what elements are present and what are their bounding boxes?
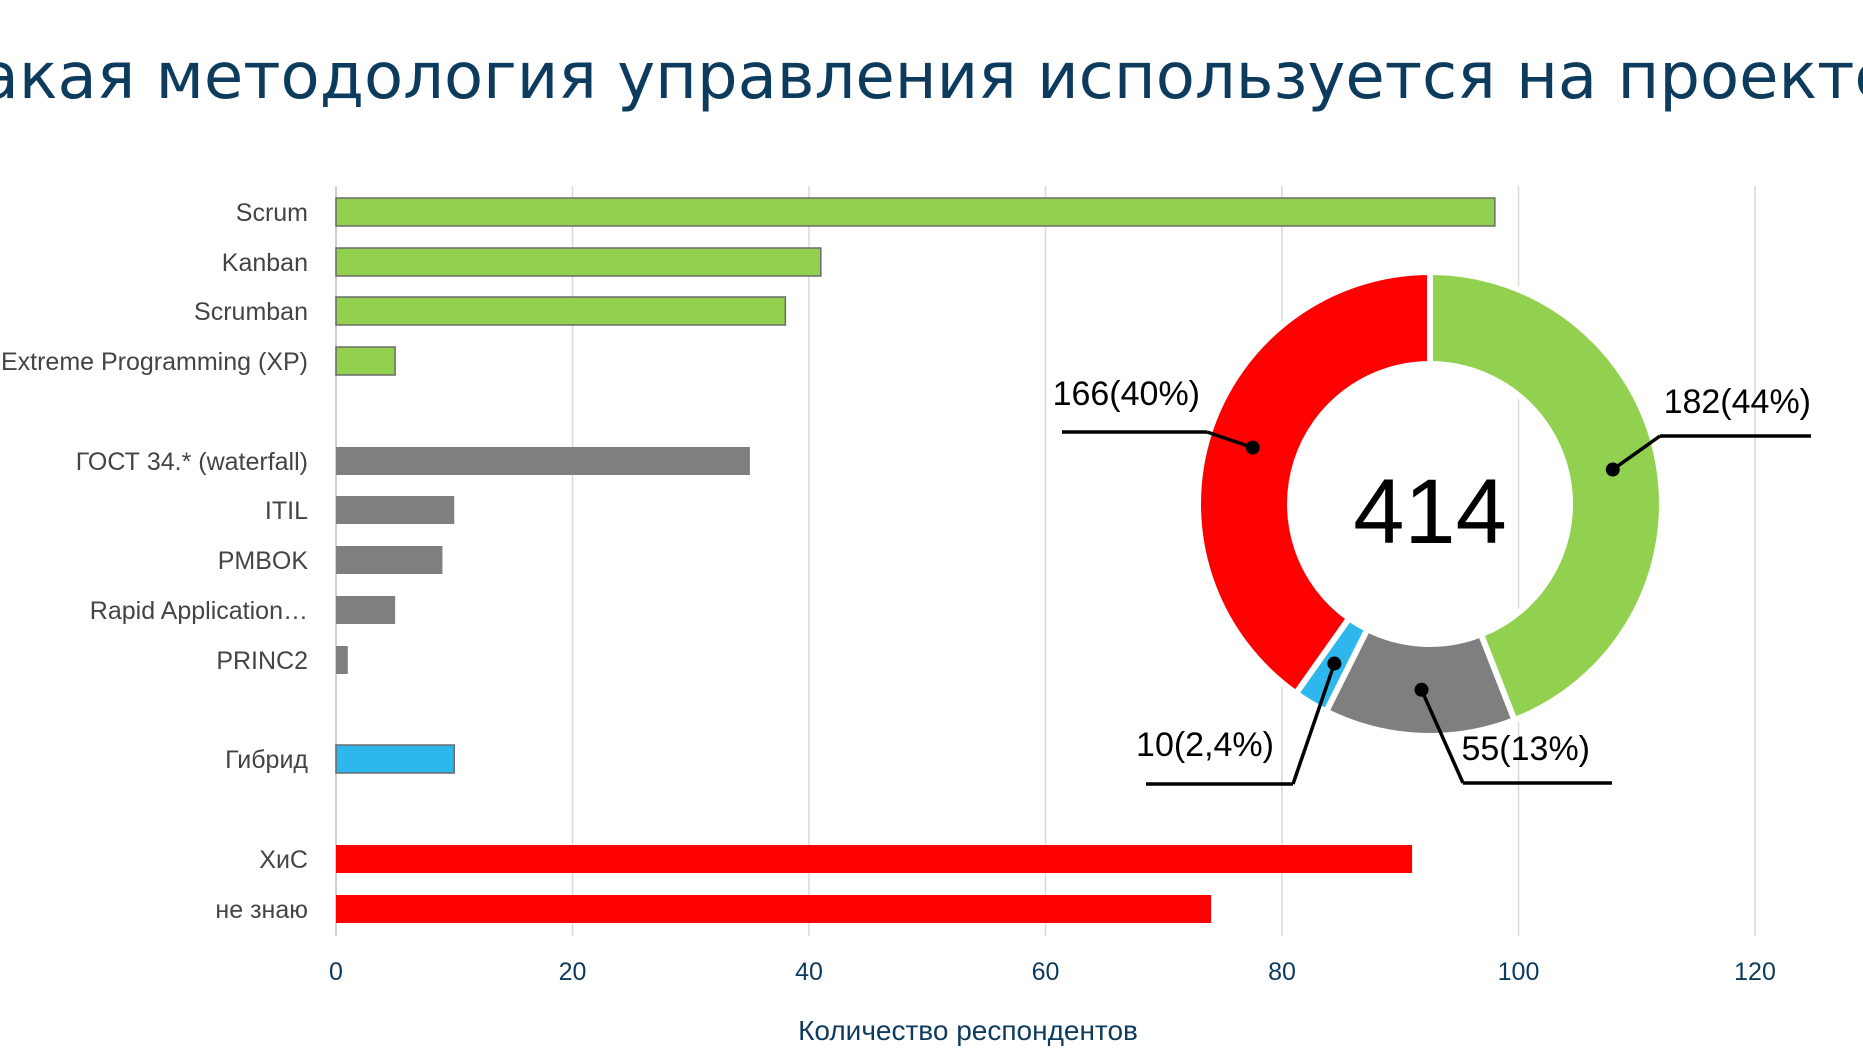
- category-label-7: Rapid Application…: [90, 597, 308, 625]
- x-axis-ticks: 0 20 40 60 80 100 120: [329, 958, 1776, 986]
- category-label-3: Extreme Programming (XP): [1, 348, 308, 376]
- donut-slice-3: [1195, 268, 1433, 698]
- donut-label-0: 182(44%): [1664, 383, 1811, 421]
- leader-line-2: [1291, 662, 1337, 785]
- leader-dot-1: [1414, 682, 1429, 697]
- donut-chart: 182(44%) 55(13%) 10(2,4%) 166(40%): [1053, 268, 1811, 786]
- x-axis-title: Количество респондентов: [798, 1015, 1138, 1046]
- category-label-11: не знаю: [215, 896, 308, 924]
- x-tick-label-20: 20: [559, 958, 587, 986]
- leader-dot-2: [1327, 656, 1342, 671]
- bar-4: [336, 447, 750, 475]
- bar-8: [336, 646, 348, 674]
- x-tick-label-60: 60: [1032, 958, 1060, 986]
- category-label-2: Scrumban: [194, 298, 308, 326]
- donut-label-1: 55(13%): [1461, 730, 1590, 768]
- chart-title: Какая методология управления используетс…: [0, 40, 1863, 114]
- category-label-0: Scrum: [236, 199, 308, 227]
- bar-11: [336, 895, 1212, 923]
- bar-7: [336, 596, 396, 624]
- x-tick-label-0: 0: [329, 958, 343, 986]
- category-label-6: PMBOK: [218, 547, 309, 575]
- bar-10: [336, 845, 1413, 873]
- bar-6: [336, 546, 443, 574]
- donut-label-2: 10(2,4%): [1136, 726, 1274, 764]
- leader-dot-3: [1245, 440, 1260, 455]
- category-label-10: ХиС: [259, 846, 308, 874]
- bars: [335, 197, 1496, 923]
- donut-total-label: 414: [1353, 461, 1507, 563]
- x-tick-label-80: 80: [1268, 958, 1296, 986]
- bar-2: [335, 296, 787, 326]
- bar-3: [335, 346, 396, 376]
- x-tick-label-120: 120: [1734, 958, 1776, 986]
- category-label-1: Kanban: [222, 249, 308, 277]
- category-labels: Scrum Kanban Scrumban Extreme Programming (…: [1, 199, 308, 924]
- category-label-5: ITIL: [265, 497, 308, 525]
- leader-line-1: [1419, 689, 1465, 784]
- category-label-9: Гибрид: [225, 746, 308, 774]
- bar-0: [335, 197, 1496, 227]
- leader-line-0: [1611, 434, 1662, 471]
- donut-label-3: 166(40%): [1053, 375, 1200, 413]
- x-tick-label-100: 100: [1498, 958, 1540, 986]
- category-label-8: PRINC2: [216, 647, 308, 675]
- category-label-4: ГОСТ 34.* (waterfall): [76, 448, 308, 476]
- bar-5: [336, 496, 455, 524]
- leader-line-3: [1206, 430, 1254, 450]
- leader-dot-0: [1605, 462, 1620, 477]
- bar-1: [335, 247, 822, 277]
- donut-slice-0: [1427, 268, 1666, 724]
- x-tick-label-40: 40: [795, 958, 823, 986]
- bar-9: [335, 744, 455, 774]
